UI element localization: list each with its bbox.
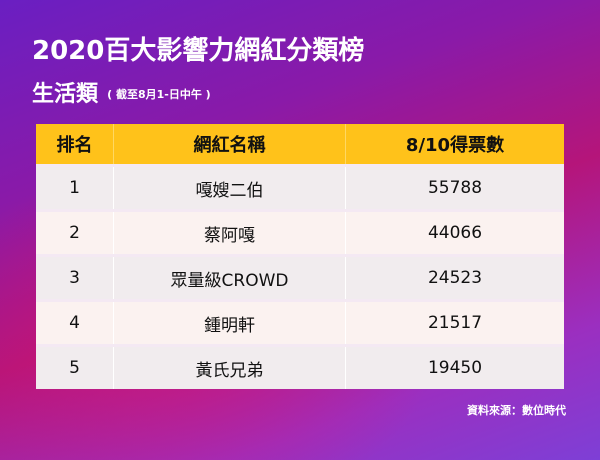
votes-cell: 55788	[427, 178, 483, 198]
table-row: 5 黃氏兄弟 19450	[36, 344, 564, 389]
rank-cell: 4	[36, 302, 114, 344]
ranking-table: 排名 網紅名稱 8/10得票數 1 嘎嫂二伯 55788 2 蔡阿嘎 44066…	[36, 124, 564, 389]
votes-cell: 19450	[427, 358, 483, 378]
name-cell: 黃氏兄弟	[114, 347, 346, 389]
name-cell: 鍾明軒	[114, 302, 346, 344]
rank-cell: 5	[36, 347, 114, 389]
name-cell: 嘎嫂二伯	[114, 167, 346, 209]
table-row: 4 鍾明軒 21517	[36, 299, 564, 344]
table-row: 1 嘎嫂二伯 55788	[36, 164, 564, 209]
date-note: ( 截至8月1-日中午 )	[107, 88, 211, 101]
table-row: 2 蔡阿嘎 44066	[36, 209, 564, 254]
rank-cell: 2	[36, 212, 114, 254]
name-cell: 蔡阿嘎	[114, 212, 346, 254]
table-row: 3 眾量級CROWD 24523	[36, 254, 564, 299]
column-header-votes: 8/10得票數	[405, 135, 505, 156]
source-credit: 資料來源：數位時代	[467, 404, 566, 417]
votes-cell: 24523	[427, 268, 483, 288]
rank-cell: 3	[36, 257, 114, 299]
votes-cell: 44066	[427, 223, 483, 243]
poster-title: 2020百大影響力網紅分類榜	[32, 36, 365, 66]
name-cell: 眾量級CROWD	[114, 257, 346, 299]
rank-cell: 1	[36, 167, 114, 209]
votes-cell: 21517	[427, 313, 483, 333]
table-header: 排名 網紅名稱 8/10得票數	[36, 124, 564, 164]
column-header-rank: 排名	[36, 124, 114, 164]
subtitle-row: 生活類 ( 截至8月1-日中午 )	[32, 76, 211, 108]
category-subtitle: 生活類	[32, 82, 99, 107]
column-header-name: 網紅名稱	[114, 124, 346, 164]
